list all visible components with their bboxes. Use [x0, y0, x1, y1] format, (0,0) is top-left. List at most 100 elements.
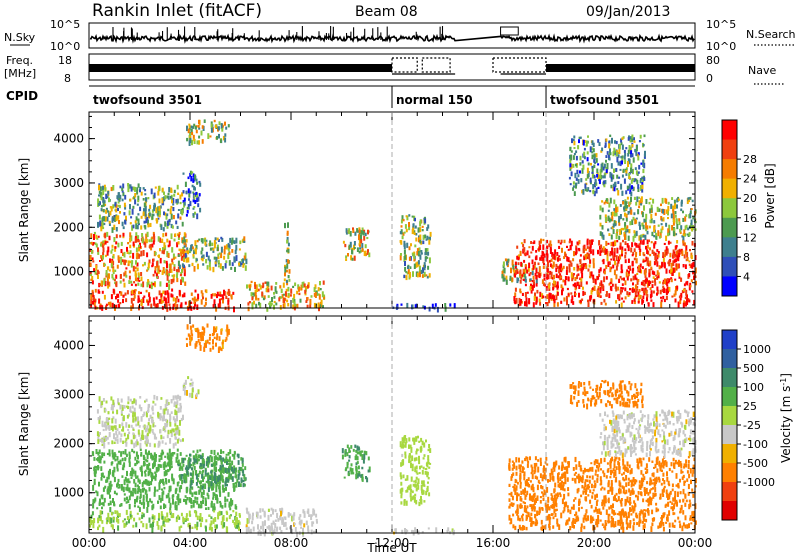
- velocity-cell: [108, 425, 111, 431]
- power-cell: [342, 240, 345, 244]
- velocity-cell: [203, 346, 206, 352]
- power-cell: [579, 136, 582, 139]
- power-cell: [431, 303, 434, 309]
- power-cell: [692, 270, 695, 275]
- power-cell: [526, 269, 529, 274]
- power-cell: [227, 244, 230, 248]
- power-cell: [141, 238, 144, 244]
- power-cell: [122, 183, 125, 189]
- power-cell: [565, 269, 568, 275]
- power-cell: [153, 235, 156, 242]
- power-cell: [152, 297, 155, 302]
- power-cell: [153, 207, 156, 212]
- power-cell: [299, 298, 302, 303]
- power-cell: [360, 239, 363, 244]
- power-cell: [639, 235, 642, 240]
- velocity-cell: [192, 455, 195, 460]
- velocity-cell: [236, 478, 239, 483]
- power-cell: [188, 127, 191, 131]
- power-cell: [266, 284, 269, 289]
- velocity-cell: [409, 486, 412, 491]
- power-cell: [243, 255, 246, 260]
- power-cell: [591, 154, 594, 160]
- velocity-cell: [107, 502, 110, 506]
- power-cell: [684, 233, 686, 237]
- freq-panel: Freq. [MHz] 18 8 80 0 Nave: [4, 53, 784, 85]
- power-cell: [533, 265, 536, 269]
- power-cell: [106, 250, 109, 256]
- power-cell: [319, 281, 321, 286]
- velocity-cell: [152, 475, 155, 480]
- power-cell: [645, 245, 647, 250]
- power-cell: [632, 168, 634, 175]
- velocity-cell: [120, 433, 123, 437]
- power-cell: [131, 208, 134, 215]
- power-cell: [620, 264, 623, 270]
- power-cell: [526, 291, 529, 294]
- velocity-cell: [358, 472, 361, 477]
- power-cell: [616, 229, 619, 232]
- power-cell: [582, 286, 584, 290]
- power-cell: [586, 174, 589, 179]
- velocity-cell: [162, 478, 164, 484]
- power-cell: [146, 231, 149, 237]
- power-cell: [190, 306, 193, 311]
- velocity-cell: [262, 524, 265, 531]
- velocity-cell: [235, 511, 238, 516]
- colorbar-swatch: [722, 217, 737, 238]
- power-cell: [176, 198, 179, 204]
- velocity-cell: [244, 478, 247, 482]
- velocity-cell: [202, 489, 205, 495]
- velocity-cell: [692, 513, 695, 518]
- velocity-cell: [206, 492, 209, 496]
- velocity-cell: [232, 510, 235, 513]
- velocity-cell: [404, 451, 407, 455]
- velocity-cell: [92, 522, 95, 529]
- velocity-cell: [221, 484, 224, 490]
- power-cell: [183, 201, 186, 206]
- power-cell: [605, 155, 608, 158]
- velocity-cell: [145, 493, 148, 499]
- velocity-cell: [249, 528, 252, 534]
- velocity-cell: [235, 482, 238, 488]
- velocity-cell: [103, 460, 106, 464]
- power-cell: [641, 179, 644, 183]
- cpid-panel: CPID twofsound 3501 normal 150 twofsound 3…: [6, 85, 695, 108]
- power-cell: [107, 281, 109, 286]
- velocity-cell: [127, 396, 130, 401]
- power-cell: [672, 214, 675, 220]
- power-cell: [212, 304, 215, 308]
- power-cell: [134, 283, 137, 287]
- power-cell: [657, 253, 660, 258]
- power-cell: [198, 140, 200, 145]
- velocity-cell: [154, 456, 157, 462]
- power-cell: [633, 248, 636, 252]
- velocity-cell: [180, 512, 183, 517]
- power-cell: [605, 291, 608, 297]
- power-cell: [522, 248, 525, 254]
- velocity-cell: [216, 333, 219, 338]
- power-cell: [639, 251, 641, 256]
- velocity-cell: [189, 325, 192, 330]
- power-cell: [183, 232, 186, 237]
- power-cell: [592, 249, 595, 256]
- power-cell: [591, 171, 594, 174]
- power-cell: [558, 255, 561, 258]
- velocity-cell: [144, 427, 147, 433]
- power-cell: [89, 263, 92, 267]
- velocity-cell: [169, 502, 172, 508]
- power-cell: [242, 263, 245, 268]
- power-cell: [646, 294, 649, 298]
- power-cell: [403, 249, 406, 255]
- velocity-cell: [151, 526, 154, 533]
- power-cell: [579, 162, 582, 166]
- power-cell: [195, 258, 198, 262]
- velocity-cell: [217, 347, 220, 353]
- power-cell: [657, 275, 660, 279]
- velocity-cell: [176, 453, 179, 460]
- velocity-cell: [252, 526, 255, 532]
- velocity-cell: [350, 469, 353, 475]
- power-cell: [131, 289, 134, 294]
- velocity-cell: [287, 513, 290, 518]
- velocity-cell: [158, 458, 161, 463]
